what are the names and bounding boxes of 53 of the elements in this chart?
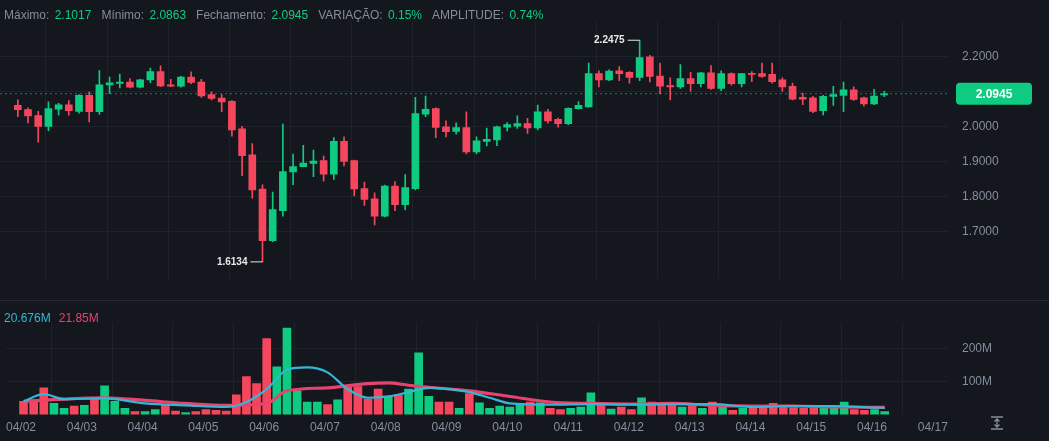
x-tick-label: 04/03 (66, 420, 98, 435)
annotation: AMPLITUDE: 0.74% (432, 8, 544, 22)
candlestick (829, 85, 838, 106)
y-tick-label: 200M (962, 340, 993, 355)
bar (80, 405, 89, 415)
annotation: Mínimo: 2.0863 (101, 8, 187, 22)
x-tick-label: 04/08 (370, 420, 402, 435)
candlestick (758, 62, 766, 78)
annotation: 1.6134 (216, 255, 248, 267)
x-tick-label: 04/06 (249, 420, 280, 435)
bar (323, 404, 332, 415)
bar (150, 409, 160, 415)
x-tick-label: 04/09 (431, 420, 462, 435)
bar (394, 394, 403, 415)
x-tick-label: 04/10 (492, 420, 523, 435)
annotation: 2.2475 (594, 34, 626, 45)
x-tick-label: 04/02 (6, 420, 37, 435)
x-tick-label: 04/12 (613, 420, 645, 435)
y-tick-label: 100M (962, 373, 993, 388)
y-tick-label: 1.8000 (962, 188, 1000, 203)
x-tick-label: 04/11 (553, 420, 583, 435)
y-tick-label: 2.0000 (962, 119, 1000, 134)
x-tick-label: 04/04 (127, 420, 158, 435)
annotation: Fechamento: 2.0945 (196, 8, 309, 22)
x-tick-label: 04/14 (735, 420, 766, 435)
y-tick-label: 2.2000 (962, 49, 1000, 64)
bar (697, 408, 707, 415)
bar (181, 412, 190, 415)
bar (69, 405, 79, 415)
x-tick-label: 04/13 (674, 420, 705, 435)
x-tick-label: 04/17 (917, 420, 949, 435)
ref-line-label: 2.0945 (975, 87, 1013, 102)
bar (191, 411, 201, 415)
x-tick-label: 04/05 (188, 420, 219, 435)
candlestick (747, 71, 756, 82)
x-tick-label: 04/16 (857, 420, 888, 435)
text: 20.676M (4, 311, 51, 325)
bar (383, 396, 393, 415)
text: 21.85M (58, 311, 99, 325)
bar (728, 409, 738, 415)
x-tick-label: 04/07 (309, 420, 341, 435)
bar (343, 386, 353, 415)
bar (333, 399, 342, 415)
bar (718, 406, 727, 415)
bar (454, 408, 464, 415)
candlestick (880, 90, 889, 97)
y-tick-label: 1.9000 (962, 154, 1000, 169)
x-tick-label: 04/15 (796, 420, 827, 435)
annotation: Máximo: 2.1017 (4, 8, 92, 22)
y-tick-label: 1.7000 (962, 223, 1000, 238)
candlestick (166, 78, 175, 87)
annotation: VARIAÇÃO: 0.15% (318, 8, 423, 22)
bar (464, 393, 474, 415)
